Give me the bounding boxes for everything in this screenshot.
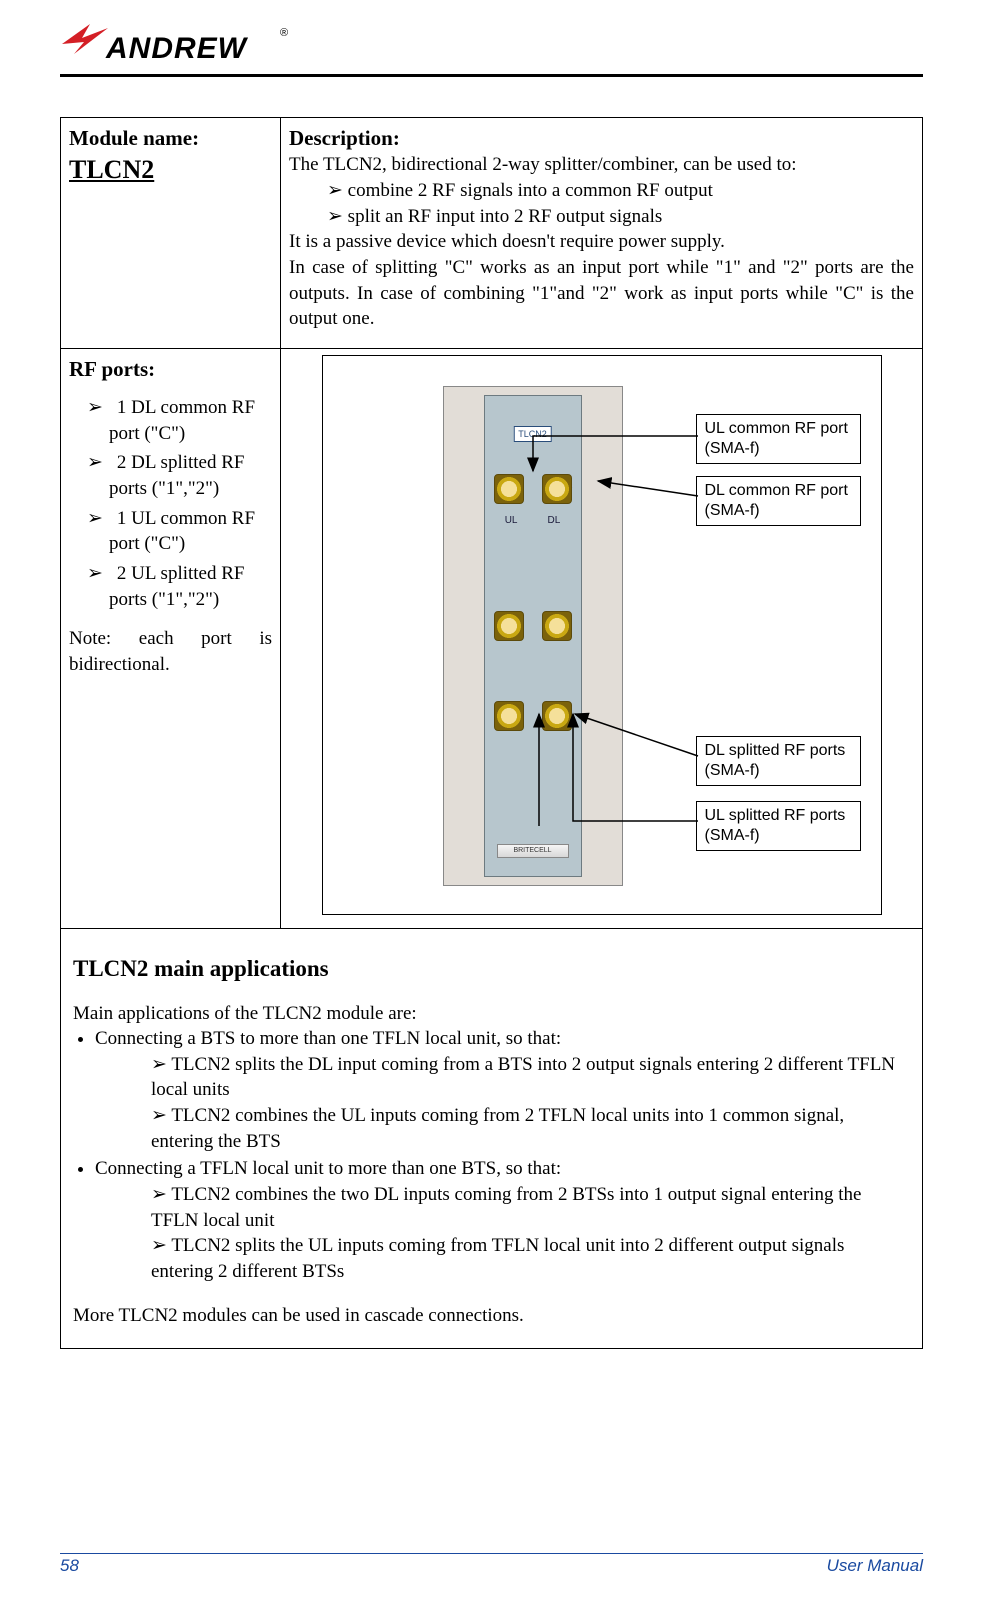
andrew-logo-svg: ANDREW ® (60, 20, 290, 68)
description-cell: Description: The TLCN2, bidirectional 2-… (281, 118, 923, 349)
applications-cell: TLCN2 main applications Main application… (61, 929, 923, 1349)
list-item: combine 2 RF signals into a common RF ou… (327, 178, 914, 204)
sma-connector-icon (494, 701, 524, 731)
rf-ports-list: 1 DL common RF port ("C") 2 DL splitted … (69, 395, 272, 612)
callout-ul-common: UL common RF port (SMA-f) (696, 414, 861, 464)
list-item: 2 UL splitted RF ports ("1","2") (69, 561, 272, 612)
list-item: TLCN2 splits the DL input coming from a … (151, 1052, 910, 1103)
port-row-split2 (485, 701, 581, 731)
sma-connector-icon (542, 701, 572, 731)
description-p3: In case of splitting "C" works as an inp… (289, 255, 914, 332)
app2-sublist: TLCN2 combines the two DL inputs coming … (95, 1182, 910, 1285)
sma-connector-icon (542, 474, 572, 504)
page-footer: 58 User Manual (60, 1553, 923, 1576)
callout-dl-split: DL splitted RF ports (SMA-f) (696, 736, 861, 786)
list-item: TLCN2 combines the two DL inputs coming … (151, 1182, 910, 1233)
table-row: Module name: TLCN2 Description: The TLCN… (61, 118, 923, 349)
table-row: TLCN2 main applications Main application… (61, 929, 923, 1349)
diagram-cell: TLCN2 C C UL DL 1 (281, 348, 923, 929)
module-diagram: TLCN2 C C UL DL 1 (322, 355, 882, 915)
footer-divider (60, 1553, 923, 1554)
doc-title: User Manual (827, 1556, 923, 1576)
ul-label: UL (505, 514, 518, 528)
description-label: Description: (289, 124, 914, 152)
list-item: TLCN2 combines the UL inputs coming from… (151, 1103, 910, 1154)
rf-ports-label: RF ports: (69, 355, 272, 383)
port-row-split1 (485, 611, 581, 641)
brand-logo: ANDREW ® (60, 20, 923, 68)
description-intro: The TLCN2, bidirectional 2-way splitter/… (289, 152, 914, 178)
port-row-common (485, 474, 581, 504)
rf-ports-note: Note: each port is bidirectional. (69, 626, 272, 677)
table-row: RF ports: 1 DL common RF port ("C") 2 DL… (61, 348, 923, 929)
app1-sublist: TLCN2 splits the DL input coming from a … (95, 1052, 910, 1155)
callout-dl-common: DL common RF port (SMA-f) (696, 476, 861, 526)
britecell-badge: BRITECELL (497, 844, 569, 858)
module-name-value: TLCN2 (69, 152, 272, 187)
list-item: 1 DL common RF port ("C") (69, 395, 272, 446)
sma-connector-icon (494, 611, 524, 641)
module-faceplate: TLCN2 C C UL DL 1 (484, 395, 582, 877)
dl-label: DL (548, 514, 561, 528)
sma-connector-icon (494, 474, 524, 504)
description-p2: It is a passive device which doesn't req… (289, 229, 914, 255)
svg-text:ANDREW: ANDREW (105, 32, 249, 65)
sma-connector-icon (542, 611, 572, 641)
module-name-cell: Module name: TLCN2 (61, 118, 281, 349)
rf-ports-cell: RF ports: 1 DL common RF port ("C") 2 DL… (61, 348, 281, 929)
app1-text: Connecting a BTS to more than one TFLN l… (95, 1028, 561, 1049)
applications-heading: TLCN2 main applications (73, 953, 910, 984)
page-header: ANDREW ® (60, 20, 923, 117)
spec-table: Module name: TLCN2 Description: The TLCN… (60, 117, 923, 1349)
description-bullets: combine 2 RF signals into a common RF ou… (289, 178, 914, 229)
list-item: TLCN2 splits the UL inputs coming from T… (151, 1233, 910, 1284)
header-divider (60, 74, 923, 77)
page-number: 58 (60, 1556, 79, 1576)
module-photo: TLCN2 C C UL DL 1 (443, 386, 623, 886)
app2-text: Connecting a TFLN local unit to more tha… (95, 1158, 561, 1179)
module-badge: TLCN2 (513, 426, 552, 442)
module-name-label: Module name: (69, 124, 272, 152)
list-item: Connecting a TFLN local unit to more tha… (95, 1156, 910, 1284)
list-item: 2 DL splitted RF ports ("1","2") (69, 450, 272, 501)
callout-ul-split: UL splitted RF ports (SMA-f) (696, 801, 861, 851)
port-row-labels: UL DL (485, 514, 581, 528)
applications-outro: More TLCN2 modules can be used in cascad… (73, 1303, 910, 1329)
svg-text:®: ® (280, 27, 288, 39)
list-item: split an RF input into 2 RF output signa… (327, 204, 914, 230)
applications-list: Connecting a BTS to more than one TFLN l… (73, 1026, 910, 1284)
list-item: Connecting a BTS to more than one TFLN l… (95, 1026, 910, 1154)
list-item: 1 UL common RF port ("C") (69, 506, 272, 557)
applications-intro: Main applications of the TLCN2 module ar… (73, 1001, 910, 1027)
